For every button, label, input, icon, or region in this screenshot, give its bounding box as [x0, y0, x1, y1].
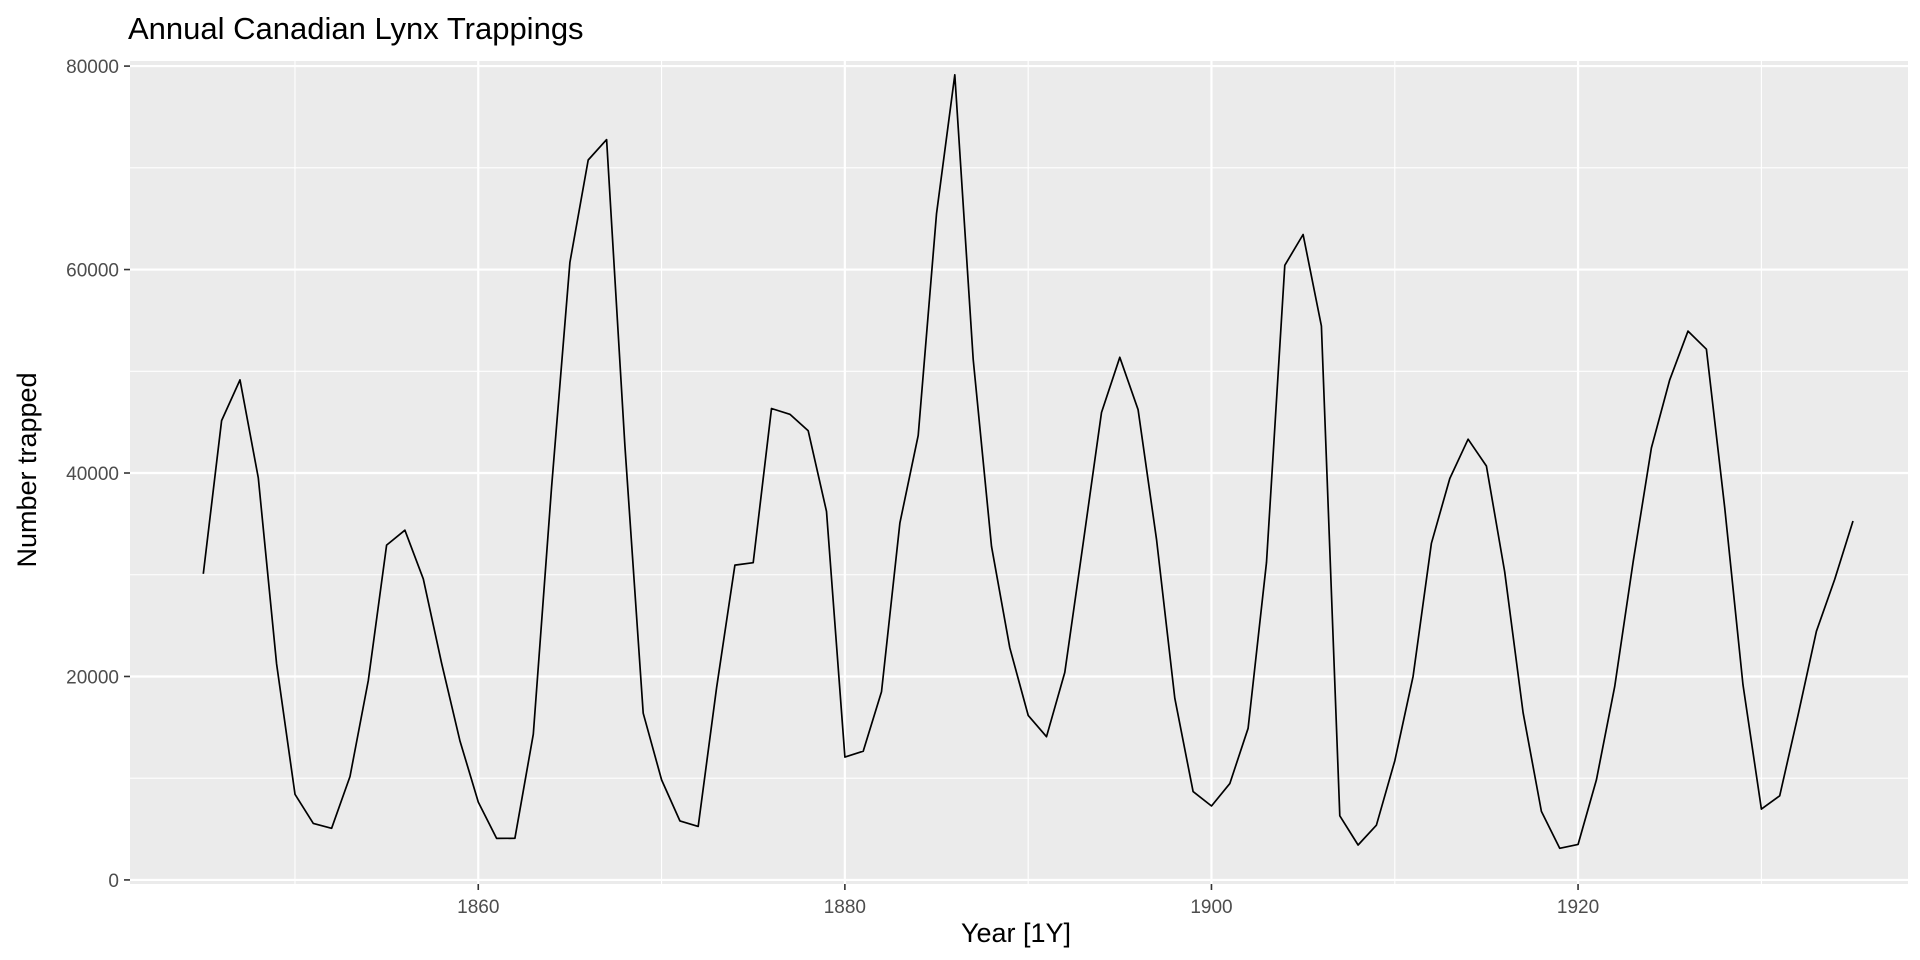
- y-tick-label: 20000: [66, 667, 119, 688]
- x-axis-title: Year [1Y]: [961, 918, 1071, 948]
- x-tick-label: 1900: [1190, 897, 1232, 918]
- x-tick-label: 1860: [457, 897, 499, 918]
- chart-title: Annual Canadian Lynx Trappings: [128, 11, 584, 46]
- y-tick-label: 40000: [66, 464, 119, 485]
- x-tick-label: 1920: [1557, 897, 1599, 918]
- y-tick-label: 80000: [66, 57, 119, 78]
- y-axis-title: Number trapped: [12, 372, 42, 567]
- y-axis-ticks: 0 20000 40000 60000 80000: [66, 57, 130, 892]
- x-tick-label: 1880: [824, 897, 866, 918]
- y-tick-label: 60000: [66, 261, 119, 282]
- x-axis-ticks: 1860 1880 1900 1920: [457, 884, 1599, 918]
- y-tick-label: 0: [108, 871, 119, 892]
- series-line: [202, 73, 1854, 850]
